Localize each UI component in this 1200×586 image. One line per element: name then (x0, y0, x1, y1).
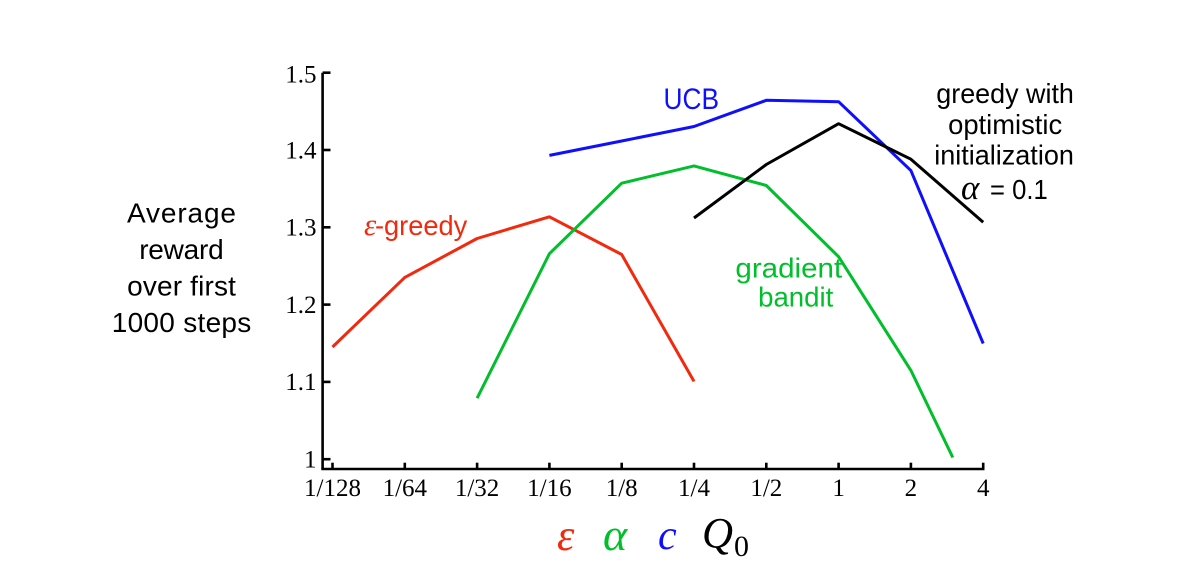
svg-text:1/16: 1/16 (527, 475, 571, 502)
svg-text:1.1: 1.1 (285, 369, 316, 396)
svg-text:= 0.1: = 0.1 (990, 174, 1048, 205)
svg-text:ε: ε (364, 207, 377, 242)
svg-text:Q: Q (702, 511, 733, 558)
svg-text:1.3: 1.3 (285, 215, 316, 242)
svg-text:greedy with: greedy with (936, 78, 1074, 109)
svg-text:ε: ε (557, 511, 575, 560)
svg-text:1/8: 1/8 (606, 475, 638, 502)
svg-text:optimistic: optimistic (948, 109, 1062, 140)
svg-text:1000 steps: 1000 steps (112, 307, 252, 338)
svg-text:-greedy: -greedy (375, 210, 467, 241)
svg-text:1.2: 1.2 (285, 292, 316, 319)
svg-text:c: c (658, 513, 677, 559)
svg-text:over first: over first (127, 271, 236, 302)
svg-text:bandit: bandit (758, 282, 833, 313)
svg-text:4: 4 (977, 475, 990, 502)
svg-text:1/64: 1/64 (383, 475, 428, 502)
svg-text:1.5: 1.5 (285, 61, 316, 88)
svg-text:2: 2 (905, 475, 918, 502)
svg-text:α: α (603, 509, 628, 560)
svg-text:1/2: 1/2 (750, 475, 782, 502)
svg-text:1/32: 1/32 (455, 475, 499, 502)
svg-text:initialization: initialization (934, 140, 1074, 171)
svg-text:1.4: 1.4 (285, 137, 317, 164)
svg-text:1: 1 (304, 447, 317, 474)
svg-text:α: α (961, 168, 980, 207)
svg-text:1: 1 (832, 475, 845, 502)
svg-text:UCB: UCB (664, 83, 720, 116)
svg-text:reward: reward (139, 234, 224, 265)
svg-text:1/128: 1/128 (304, 475, 361, 502)
svg-text:Average: Average (127, 198, 236, 229)
svg-text:gradient: gradient (735, 252, 842, 283)
svg-text:1/4: 1/4 (678, 475, 710, 502)
svg-text:0: 0 (734, 530, 749, 563)
